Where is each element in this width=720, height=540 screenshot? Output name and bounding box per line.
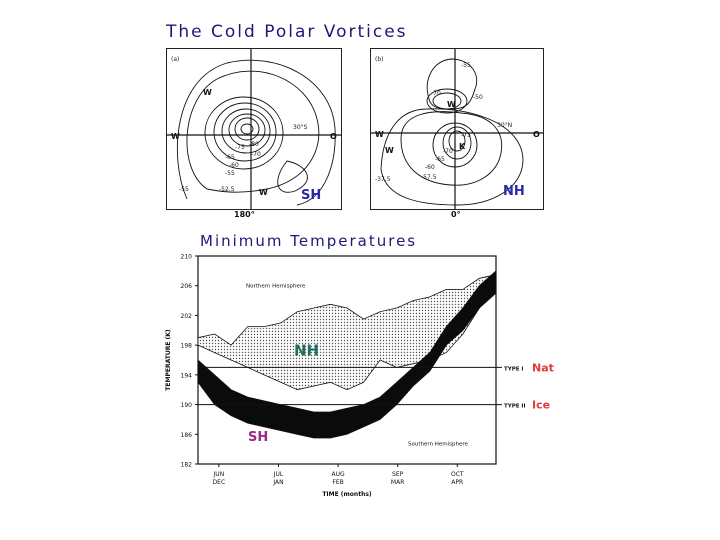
panel-letter: (b) — [375, 56, 384, 63]
page-title: The Cold Polar Vortices — [166, 22, 408, 42]
warm-mark: W — [259, 188, 268, 197]
section-title: Minimum Temperatures — [200, 232, 418, 250]
y-tick-label: 210 — [181, 254, 193, 261]
warm-mark: W — [447, 100, 456, 109]
contour-label: -52.5 — [219, 186, 235, 193]
y-tick-label: 202 — [181, 313, 193, 320]
x-tick-label: MAR — [391, 479, 404, 486]
contour-label: -37.5 — [375, 176, 391, 183]
x-tick-label: JUL — [273, 471, 284, 478]
panel-sh-vortex: (a) W O 30°S W W -80 -75 -70 -65 -60 -55… — [166, 48, 342, 210]
sh-annotation: SH — [248, 430, 268, 445]
x-tick-label: OCT — [451, 471, 464, 478]
contour-label: -73 — [461, 132, 471, 139]
x-tick-label: AUG — [331, 471, 344, 478]
latitude-label: 30°N — [497, 122, 512, 129]
east-label: O — [533, 130, 540, 139]
contour-label: -70 — [431, 90, 441, 97]
contour-label: -65 — [225, 154, 235, 161]
x-tick-label: JAN — [272, 479, 283, 486]
x-tick-label: FEB — [332, 479, 343, 486]
threshold-annotation: Ice — [532, 399, 550, 412]
sh-temperature-band — [197, 270, 497, 439]
contour-label: -80 — [249, 141, 259, 148]
west-label: W — [375, 130, 384, 139]
series-label-nh: Northern Hemisphere — [246, 284, 306, 290]
min-temperature-chart: TYPE I Nat TYPE II Ice 182 186 190 194 198 202 206… — [160, 246, 600, 506]
y-tick-label: 190 — [181, 402, 193, 409]
warm-mark: W — [203, 88, 212, 97]
y-tick-label: 198 — [181, 343, 193, 350]
panel-b-bottom-label: 0° — [451, 210, 461, 219]
x-tick-label: DEC — [213, 479, 226, 486]
y-tick-label: 206 — [181, 283, 193, 290]
y-tick-label: 194 — [181, 372, 193, 379]
contour-label: -55 — [179, 186, 189, 193]
west-label: W — [171, 132, 180, 141]
nh-annotation: NH — [294, 342, 319, 360]
contour-label: -65 — [435, 156, 445, 163]
panel-nh-vortex: (b) W O 30°N -55 -50 -70 -73 -70 -65 -60… — [370, 48, 544, 210]
sh-vortex-map: (a) W O 30°S W W -80 -75 -70 -65 -60 -55… — [167, 49, 341, 209]
hemisphere-annotation: NH — [503, 184, 525, 199]
y-tick-label: 186 — [181, 432, 193, 439]
contour-label: -75 — [235, 144, 245, 151]
warm-mark: W — [385, 146, 394, 155]
contour-label: -57.5 — [421, 174, 437, 181]
contour-lines — [176, 59, 336, 206]
nh-vortex-map: (b) W O 30°N -55 -50 -70 -73 -70 -65 -60… — [371, 49, 543, 209]
contour-lines — [380, 58, 524, 206]
x-axis-label: TIME (months) — [322, 491, 372, 498]
panel-letter: (a) — [171, 56, 179, 63]
threshold-annotation: Nat — [532, 361, 554, 374]
min-temperature-plot: TYPE I Nat TYPE II Ice 182 186 190 194 198 202 206… — [165, 254, 554, 499]
contour-label: -55 — [225, 170, 235, 177]
east-label: O — [330, 132, 337, 141]
x-tick-label: APR — [451, 479, 463, 486]
cold-mark: K — [459, 142, 466, 151]
latitude-label: 30°S — [293, 124, 308, 131]
contour-label: -50 — [473, 94, 483, 101]
hemisphere-annotation: SH — [301, 188, 321, 203]
series-label-sh: Southern Hemisphere — [408, 441, 469, 447]
contour-label: -60 — [425, 164, 435, 171]
y-axis-label: TEMPERATURE (K) — [165, 329, 172, 391]
x-tick-label: SEP — [392, 471, 404, 478]
contour-label: -55 — [461, 62, 471, 69]
panel-a-bottom-label: 180° — [234, 210, 255, 219]
x-tick-label: JUN — [213, 471, 225, 478]
y-tick-label: 182 — [181, 462, 193, 469]
threshold-label: TYPE I — [504, 366, 523, 372]
contour-label: -70 — [251, 151, 261, 158]
contour-label: -60 — [229, 162, 239, 169]
threshold-label: TYPE II — [504, 404, 526, 410]
contour-label: -70 — [443, 148, 453, 155]
